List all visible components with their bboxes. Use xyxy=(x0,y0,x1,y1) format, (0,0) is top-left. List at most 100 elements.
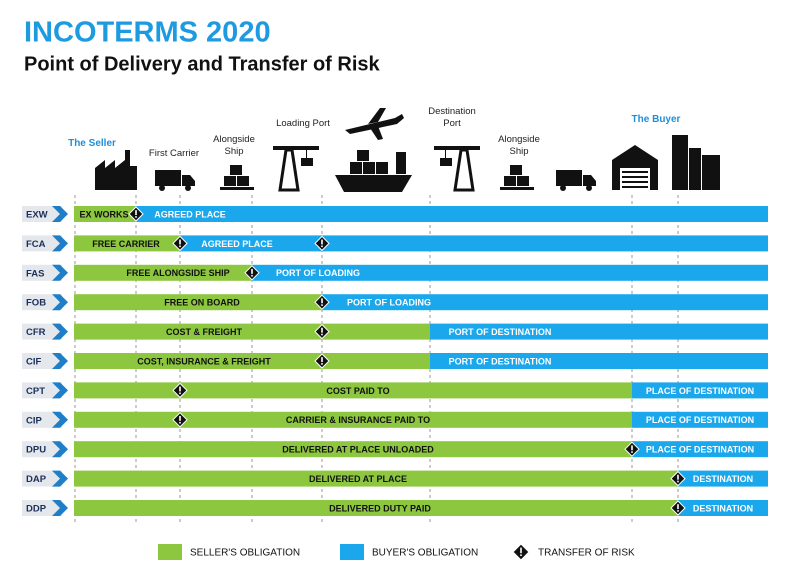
buyer-label: PLACE OF DESTINATION xyxy=(646,445,754,455)
buyer-bar xyxy=(678,470,768,487)
risk-mark xyxy=(251,274,253,277)
seller-label: FREE ALONGSIDE SHIP xyxy=(126,268,229,278)
risk-mark xyxy=(321,304,323,306)
stage-label: The Buyer xyxy=(631,114,681,125)
seller-label: COST PAID TO xyxy=(326,386,389,396)
buyer-bar xyxy=(678,500,768,516)
subtitle: Point of Delivery and Transfer of Risk xyxy=(24,53,381,75)
buyer-label: PLACE OF DESTINATION xyxy=(646,386,754,396)
stage-label: Alongside Ship xyxy=(498,134,540,157)
seller-bar xyxy=(74,323,430,340)
stage-label: The Seller xyxy=(68,138,116,149)
seller-bar xyxy=(74,470,678,487)
risk-mark xyxy=(321,357,323,363)
risk-mark xyxy=(179,386,181,392)
stage-label: Loading Port xyxy=(276,118,330,129)
icons xyxy=(95,108,720,192)
risk-mark xyxy=(677,504,679,510)
code: CIP xyxy=(26,415,43,426)
risk-diamond xyxy=(128,206,144,222)
risk-mark xyxy=(179,239,181,245)
code: CIF xyxy=(26,357,42,368)
seller-bar xyxy=(74,353,430,369)
risk-diamond xyxy=(172,382,188,399)
risk-mark xyxy=(179,245,181,248)
code: DDP xyxy=(26,504,47,515)
code-box xyxy=(22,500,62,516)
risk-mark xyxy=(677,480,679,483)
risk-mark xyxy=(179,421,181,424)
seller-label: CARRIER & INSURANCE PAID TO xyxy=(286,415,430,425)
code: FCA xyxy=(26,239,46,250)
buyer-bar xyxy=(252,264,768,281)
code-box xyxy=(22,441,62,458)
risk-mark xyxy=(520,554,522,556)
seller-bar xyxy=(74,411,632,428)
code: CFR xyxy=(26,327,46,338)
seller-bar xyxy=(74,264,252,281)
code-arrow xyxy=(52,353,68,369)
seller-bar xyxy=(74,500,678,516)
code: DPU xyxy=(26,445,46,456)
buyer-bar xyxy=(632,382,768,399)
code-box xyxy=(22,264,62,281)
risk-diamond xyxy=(314,235,330,252)
risk-diamond xyxy=(512,543,530,561)
code-arrow xyxy=(52,382,68,399)
legend-label: BUYER'S OBLIGATION xyxy=(372,548,478,559)
code-box xyxy=(22,353,62,369)
buyer-label: PORT OF DESTINATION xyxy=(449,356,552,366)
seller-label: COST, INSURANCE & FREIGHT xyxy=(137,356,271,366)
legend-label: SELLER'S OBLIGATION xyxy=(190,548,300,559)
seller-bar xyxy=(74,206,136,222)
risk-mark xyxy=(677,510,679,512)
seller-bar xyxy=(74,441,632,458)
seller-label: DELIVERED AT PLACE xyxy=(309,474,407,484)
buyer-label: PORT OF DESTINATION xyxy=(449,327,552,337)
stage-label: Destination Port xyxy=(428,106,476,129)
risk-diamond xyxy=(172,235,188,252)
legend-label: TRANSFER OF RISK xyxy=(538,548,635,559)
code-arrow xyxy=(52,411,68,428)
risk-mark xyxy=(321,327,323,333)
buyer-bar xyxy=(136,206,768,222)
code-box xyxy=(22,470,62,487)
risk-diamond xyxy=(314,294,330,310)
buyer-label: AGREED PLACE xyxy=(154,209,226,219)
risk-mark xyxy=(321,333,323,336)
seller-label: COST & FREIGHT xyxy=(166,327,243,337)
buyer-label: DESTINATION xyxy=(693,503,753,513)
risk-diamond xyxy=(172,412,188,428)
risk-mark xyxy=(321,298,323,304)
risk-mark xyxy=(631,445,633,451)
buyer-bar xyxy=(632,441,768,458)
risk-diamond xyxy=(244,265,260,281)
risk-diamond xyxy=(314,353,330,369)
risk-diamond xyxy=(314,323,330,340)
seller-bar xyxy=(74,382,632,399)
buyer-label: PLACE OF DESTINATION xyxy=(646,415,754,425)
code-box xyxy=(22,294,62,311)
risk-mark xyxy=(631,451,633,453)
code: FAS xyxy=(26,268,44,279)
buyer-label: PORT OF LOADING xyxy=(347,298,431,308)
seller-label: DELIVERED AT PLACE UNLOADED xyxy=(282,445,434,455)
buyer-label: DESTINATION xyxy=(693,474,753,484)
stage-label: Alongside Ship xyxy=(213,134,255,157)
legend-swatch xyxy=(340,544,364,560)
code-arrow xyxy=(52,235,68,252)
seller-label: DELIVERED DUTY PAID xyxy=(329,503,431,513)
risk-diamond xyxy=(670,500,686,516)
risk-mark xyxy=(179,415,181,421)
code-box xyxy=(22,206,62,222)
seller-label: EX WORKS xyxy=(79,209,128,219)
buyer-bar xyxy=(322,294,768,311)
risk-mark xyxy=(251,268,253,274)
code-box xyxy=(22,382,62,399)
buyer-label: PORT OF LOADING xyxy=(276,268,360,278)
code-box xyxy=(22,323,62,340)
code: EXW xyxy=(26,210,48,221)
buyer-bar xyxy=(430,323,768,340)
